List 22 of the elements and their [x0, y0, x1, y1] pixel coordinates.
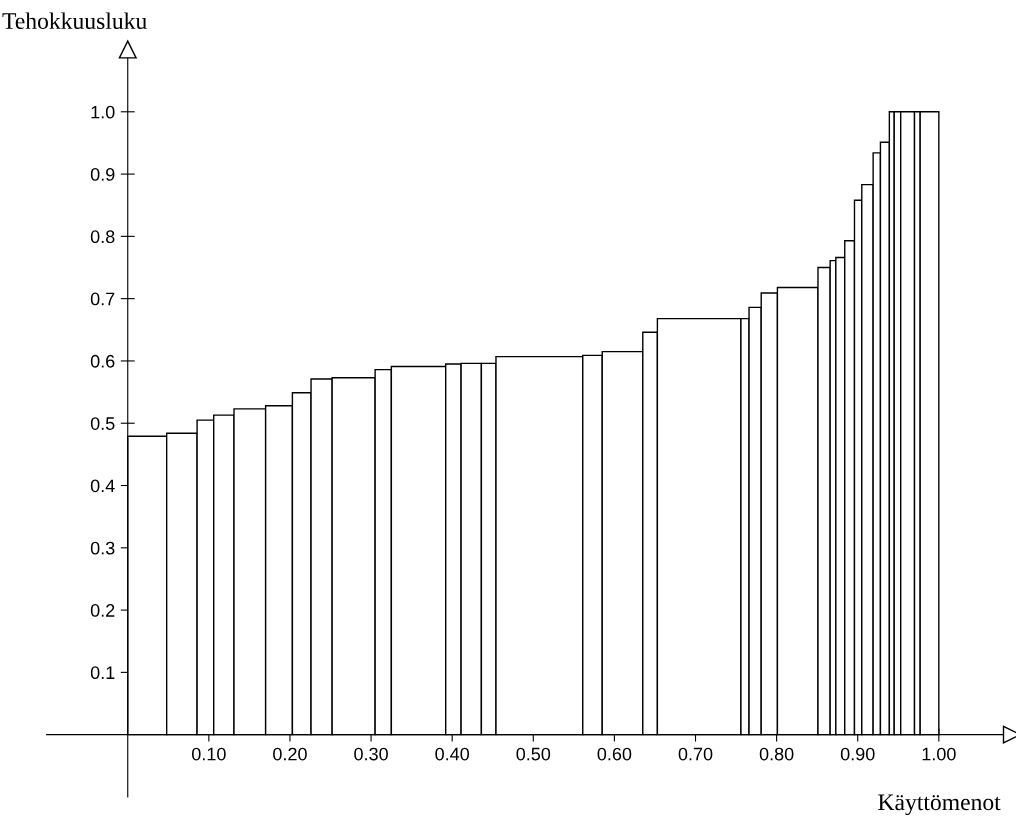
y-tick-label: 0.8 [90, 230, 115, 244]
x-tick-label: 1.00 [922, 747, 956, 761]
y-axis-title: Tehokkuusluku [2, 12, 147, 29]
y-tick-label: 1.0 [91, 105, 115, 119]
y-tick-label: 0.5 [90, 417, 115, 430]
y-tick-label: 0.9 [90, 168, 115, 181]
y-tick-label: 0.3 [90, 541, 115, 555]
y-tick-label: 0.6 [90, 354, 115, 368]
x-tick-label: 0.60 [597, 747, 632, 761]
y-tick-label: 0.4 [90, 479, 115, 493]
x-axis-title: Käyttömenot [878, 794, 1001, 816]
x-tick-label: 0.40 [435, 747, 470, 761]
x-tick-label: 0.20 [273, 747, 307, 761]
x-tick-label: 0.90 [840, 747, 875, 761]
y-tick-label: 0.7 [90, 292, 115, 306]
y-tick-label: 0.2 [90, 604, 115, 617]
x-tick-label: 0.10 [191, 747, 226, 761]
x-tick-label: 0.70 [678, 747, 713, 761]
y-tick-label: 0.1 [90, 666, 115, 680]
x-tick-label: 0.50 [516, 747, 551, 761]
x-tick-label: 0.80 [759, 747, 794, 761]
x-tick-label: 0.30 [354, 747, 388, 761]
